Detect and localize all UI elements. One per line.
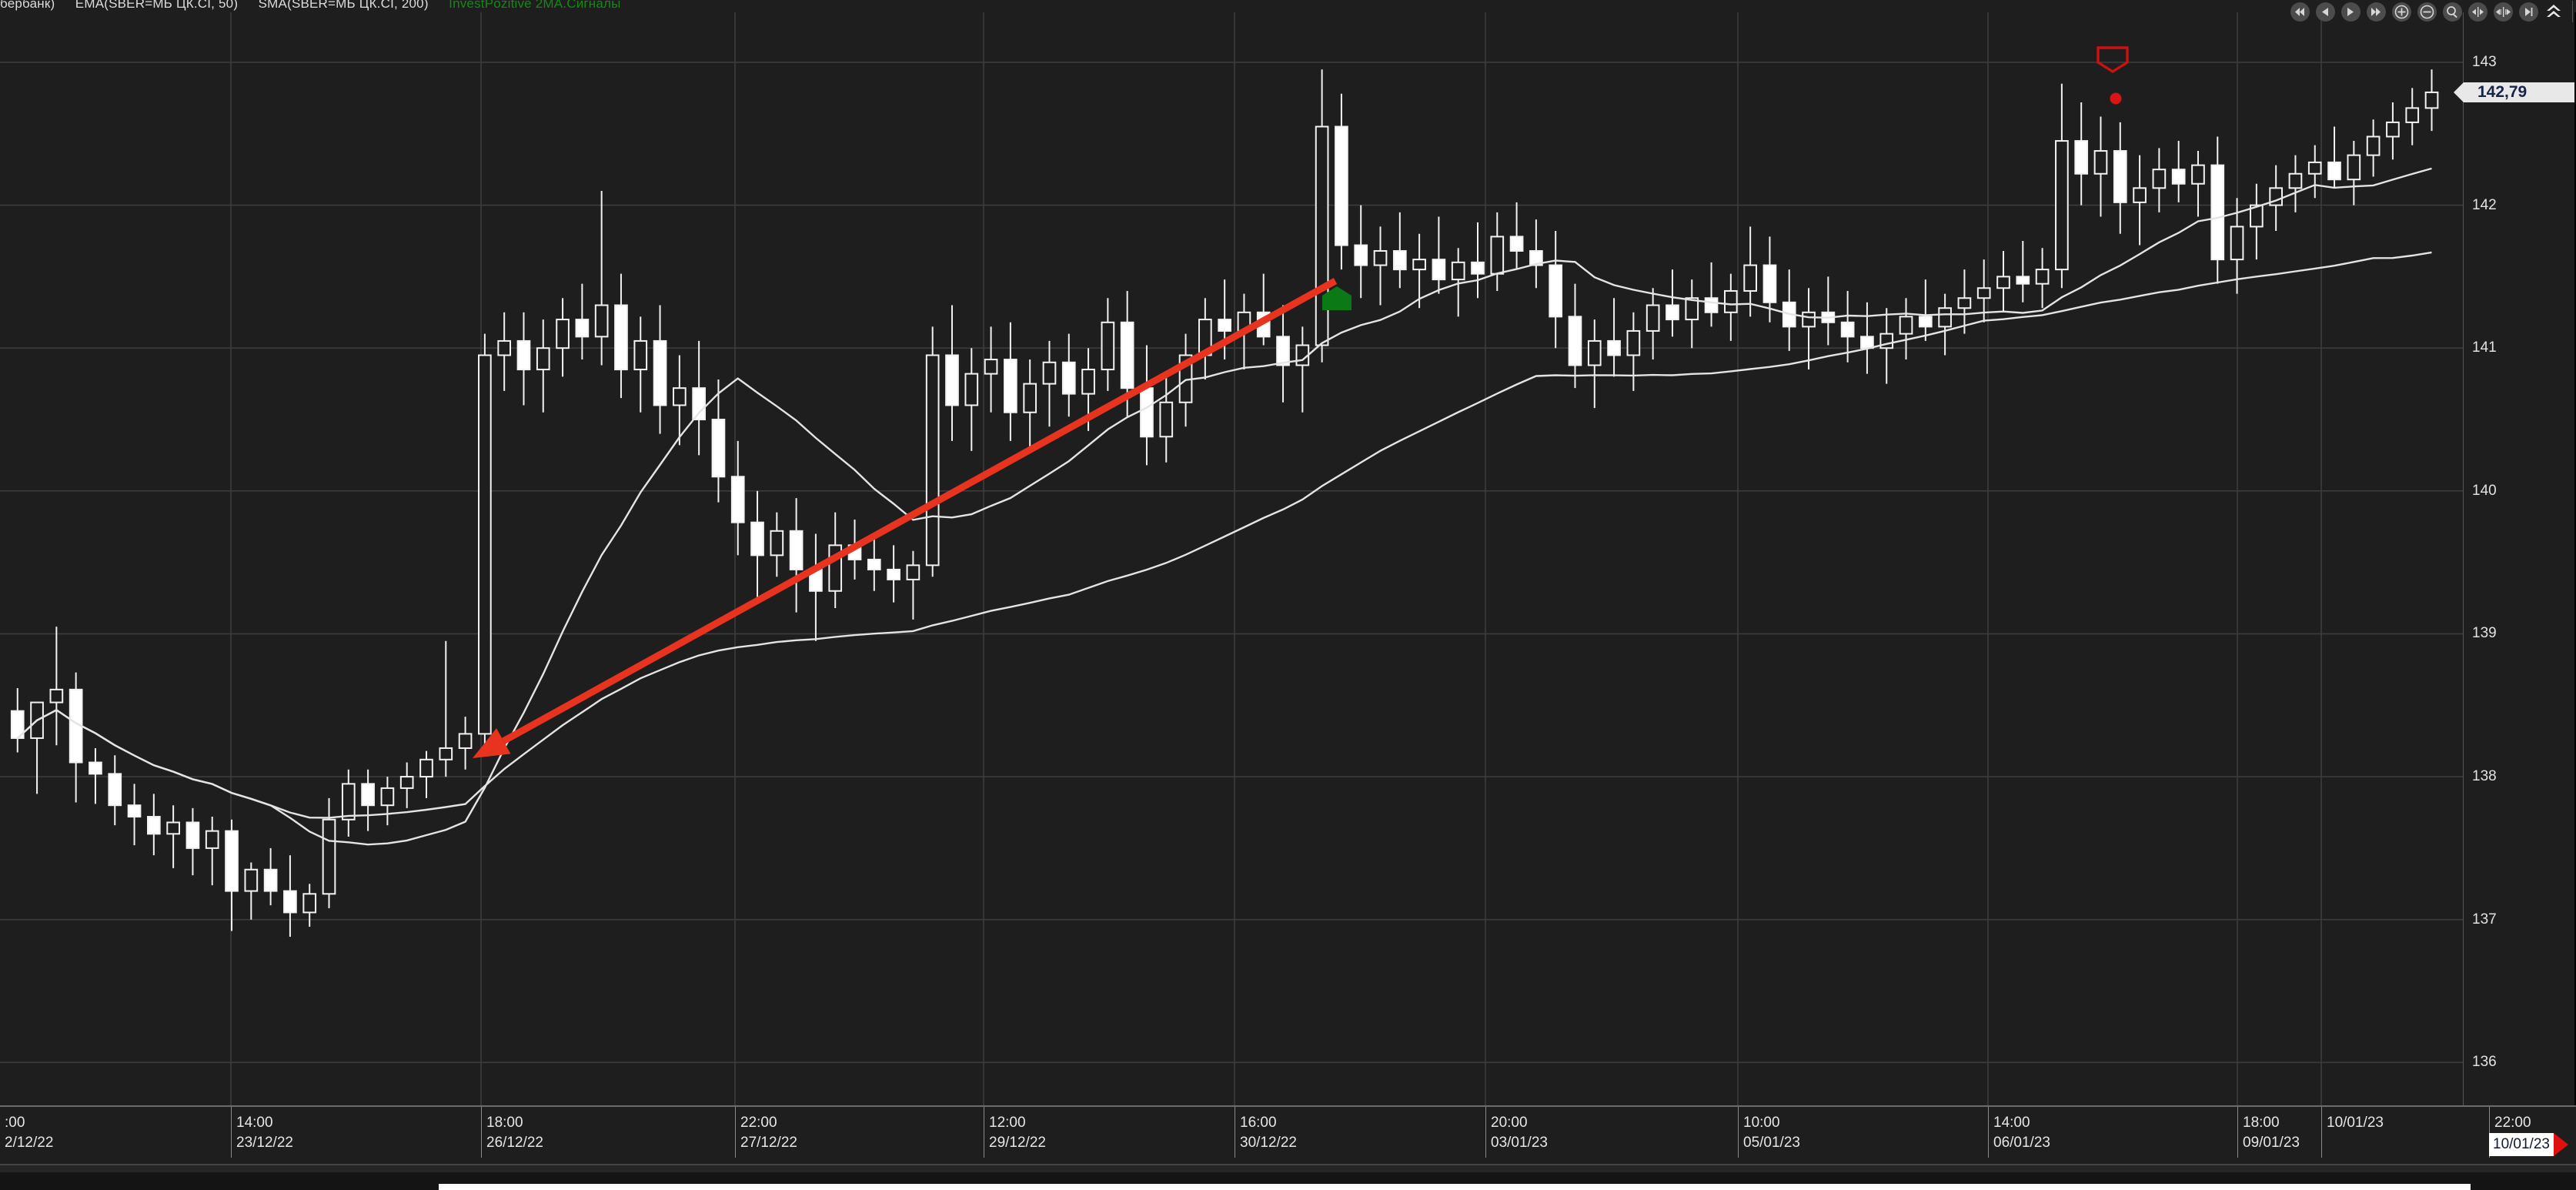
plus-circle-icon (2391, 2, 2411, 22)
time-tick-date: 26/12/22 (486, 1135, 543, 1151)
time-tick-date: 05/01/23 (1743, 1135, 1800, 1151)
indicator-legend: бербанк) EMA(SBER=МБ ЦК.CI, 50) SMA(SBER… (0, 0, 2576, 12)
magnifier-icon (2442, 2, 2462, 22)
candle-series (10, 69, 2439, 937)
time-tick: :00 2/12/22 (0, 1107, 53, 1158)
trend-arrow-head[interactable] (473, 728, 511, 758)
price-tick: 143 (2472, 53, 2497, 70)
step-forward-button[interactable] (2339, 2, 2362, 22)
time-tick-date: 30/12/22 (1240, 1135, 1297, 1151)
fast-forward-button[interactable] (2364, 2, 2387, 22)
sell-signal-marker[interactable] (2097, 46, 2129, 74)
time-tick-time: 22:00 (2494, 1115, 2531, 1131)
goto-end-button[interactable] (2517, 2, 2540, 22)
time-tick: 10:00 05/01/23 (1738, 1107, 1800, 1158)
step-back-button[interactable] (2314, 2, 2337, 22)
sma200-line (16, 251, 2432, 819)
background-window-edge (439, 1184, 2471, 1190)
toolbar-divider (2572, 1, 2573, 22)
time-tick-date: 09/01/23 (2243, 1135, 2300, 1151)
time-tick: 14:00 06/01/23 (1988, 1107, 2050, 1158)
horizontal-scrollbar[interactable] (0, 1165, 2576, 1172)
time-tick-date: 2/12/22 (5, 1135, 54, 1151)
time-tick-time: 22:00 (740, 1115, 777, 1131)
time-tick-date: 03/01/23 (1491, 1135, 1548, 1151)
time-tick-time: 18:00 (2243, 1115, 2280, 1131)
price-axis[interactable]: 143 142 141 140 139 138 137 136 142,79 (2454, 12, 2576, 1105)
zoom-out-button[interactable] (2415, 2, 2438, 22)
candlestick-svg (0, 12, 2463, 1105)
double-chevron-right-icon (2366, 2, 2386, 22)
time-tick: 12:00 29/12/22 (984, 1107, 1046, 1158)
sma-legend-label[interactable]: SMA(SBER=МБ ЦК.CI, 200) (258, 0, 429, 11)
time-tick-time: 12:00 (989, 1115, 1026, 1131)
time-tick-time: 16:00 (1240, 1115, 1277, 1131)
time-tick-time: 14:00 (1993, 1115, 2030, 1131)
chart-toolbar (2288, 0, 2576, 23)
time-tick-time: 18:00 (486, 1115, 523, 1131)
chevron-right-icon (2340, 2, 2360, 22)
signal-legend-label[interactable]: InvestPozitive 2MA.Сигналы (449, 0, 621, 11)
price-tick: 136 (2472, 1054, 2497, 1071)
collapse-button[interactable] (2542, 2, 2565, 22)
last-price-label: 142,79 (2454, 82, 2576, 102)
time-tick-time: 10:00 (1743, 1115, 1780, 1131)
price-tick: 138 (2472, 768, 2497, 785)
desktop-taskbar-strip (0, 1165, 2576, 1190)
time-tick: 18:00 09/01/23 (2237, 1107, 2300, 1158)
time-tick: 10/01/23 (2321, 1107, 2384, 1158)
current-date-marker: 10/01/23 (2489, 1133, 2568, 1156)
time-tick: 18:00 26/12/22 (481, 1107, 543, 1158)
sell-signal-dot[interactable] (2110, 92, 2122, 105)
compress-button[interactable] (2466, 2, 2489, 22)
rewind-button[interactable] (2288, 2, 2311, 22)
instrument-label: бербанк) (0, 0, 55, 11)
time-tick-date: 27/12/22 (740, 1135, 797, 1151)
chart-annotations[interactable] (473, 46, 2129, 758)
compress-horizontal-icon (2467, 2, 2487, 22)
time-tick-time: 14:00 (236, 1115, 273, 1131)
time-tick-date: 23/12/22 (236, 1135, 293, 1151)
grid-lines (0, 62, 2463, 1064)
expand-horizontal-icon (2493, 2, 2513, 22)
time-tick-date: 29/12/22 (989, 1135, 1046, 1151)
axis-right-edge (2574, 12, 2576, 1105)
price-tick: 142 (2472, 196, 2497, 213)
zoom-select-button[interactable] (2441, 2, 2464, 22)
ema-legend-label[interactable]: EMA(SBER=МБ ЦК.CI, 50) (75, 0, 239, 11)
trend-arrow-shaft[interactable] (502, 278, 1338, 744)
price-tick: 141 (2472, 339, 2497, 356)
time-axis-bottom-edge (0, 1164, 2576, 1165)
chevron-left-icon (2315, 2, 2335, 22)
time-tick: 14:00 23/12/22 (231, 1107, 293, 1158)
time-tick: 22:00 27/12/22 (735, 1107, 797, 1158)
ema50-line (16, 167, 2432, 846)
zoom-in-button[interactable] (2390, 2, 2413, 22)
price-tick: 140 (2472, 482, 2497, 499)
minus-circle-icon (2417, 2, 2437, 22)
skip-to-end-icon (2518, 2, 2538, 22)
buy-signal-marker[interactable] (1322, 286, 1351, 310)
expand-button[interactable] (2491, 2, 2514, 22)
double-chevron-left-icon (2290, 2, 2310, 22)
time-tick-date: 10/01/23 (2327, 1115, 2384, 1131)
time-axis[interactable]: :00 2/12/22 14:00 23/12/22 18:00 26/12/22 22:0… (0, 1105, 2576, 1165)
vertical-grid-lines (230, 12, 2322, 1105)
price-tick: 137 (2472, 911, 2497, 928)
time-tick-date: 06/01/23 (1993, 1135, 2050, 1151)
time-tick: 22:00 (2489, 1107, 2531, 1158)
chart-plot-area[interactable] (0, 12, 2463, 1105)
time-tick: 16:00 30/12/22 (1235, 1107, 1297, 1158)
price-tick: 139 (2472, 625, 2497, 642)
time-tick: 20:00 03/01/23 (1485, 1107, 1548, 1158)
time-tick-time: 20:00 (1491, 1115, 1528, 1131)
time-tick-time: :00 (5, 1115, 25, 1131)
